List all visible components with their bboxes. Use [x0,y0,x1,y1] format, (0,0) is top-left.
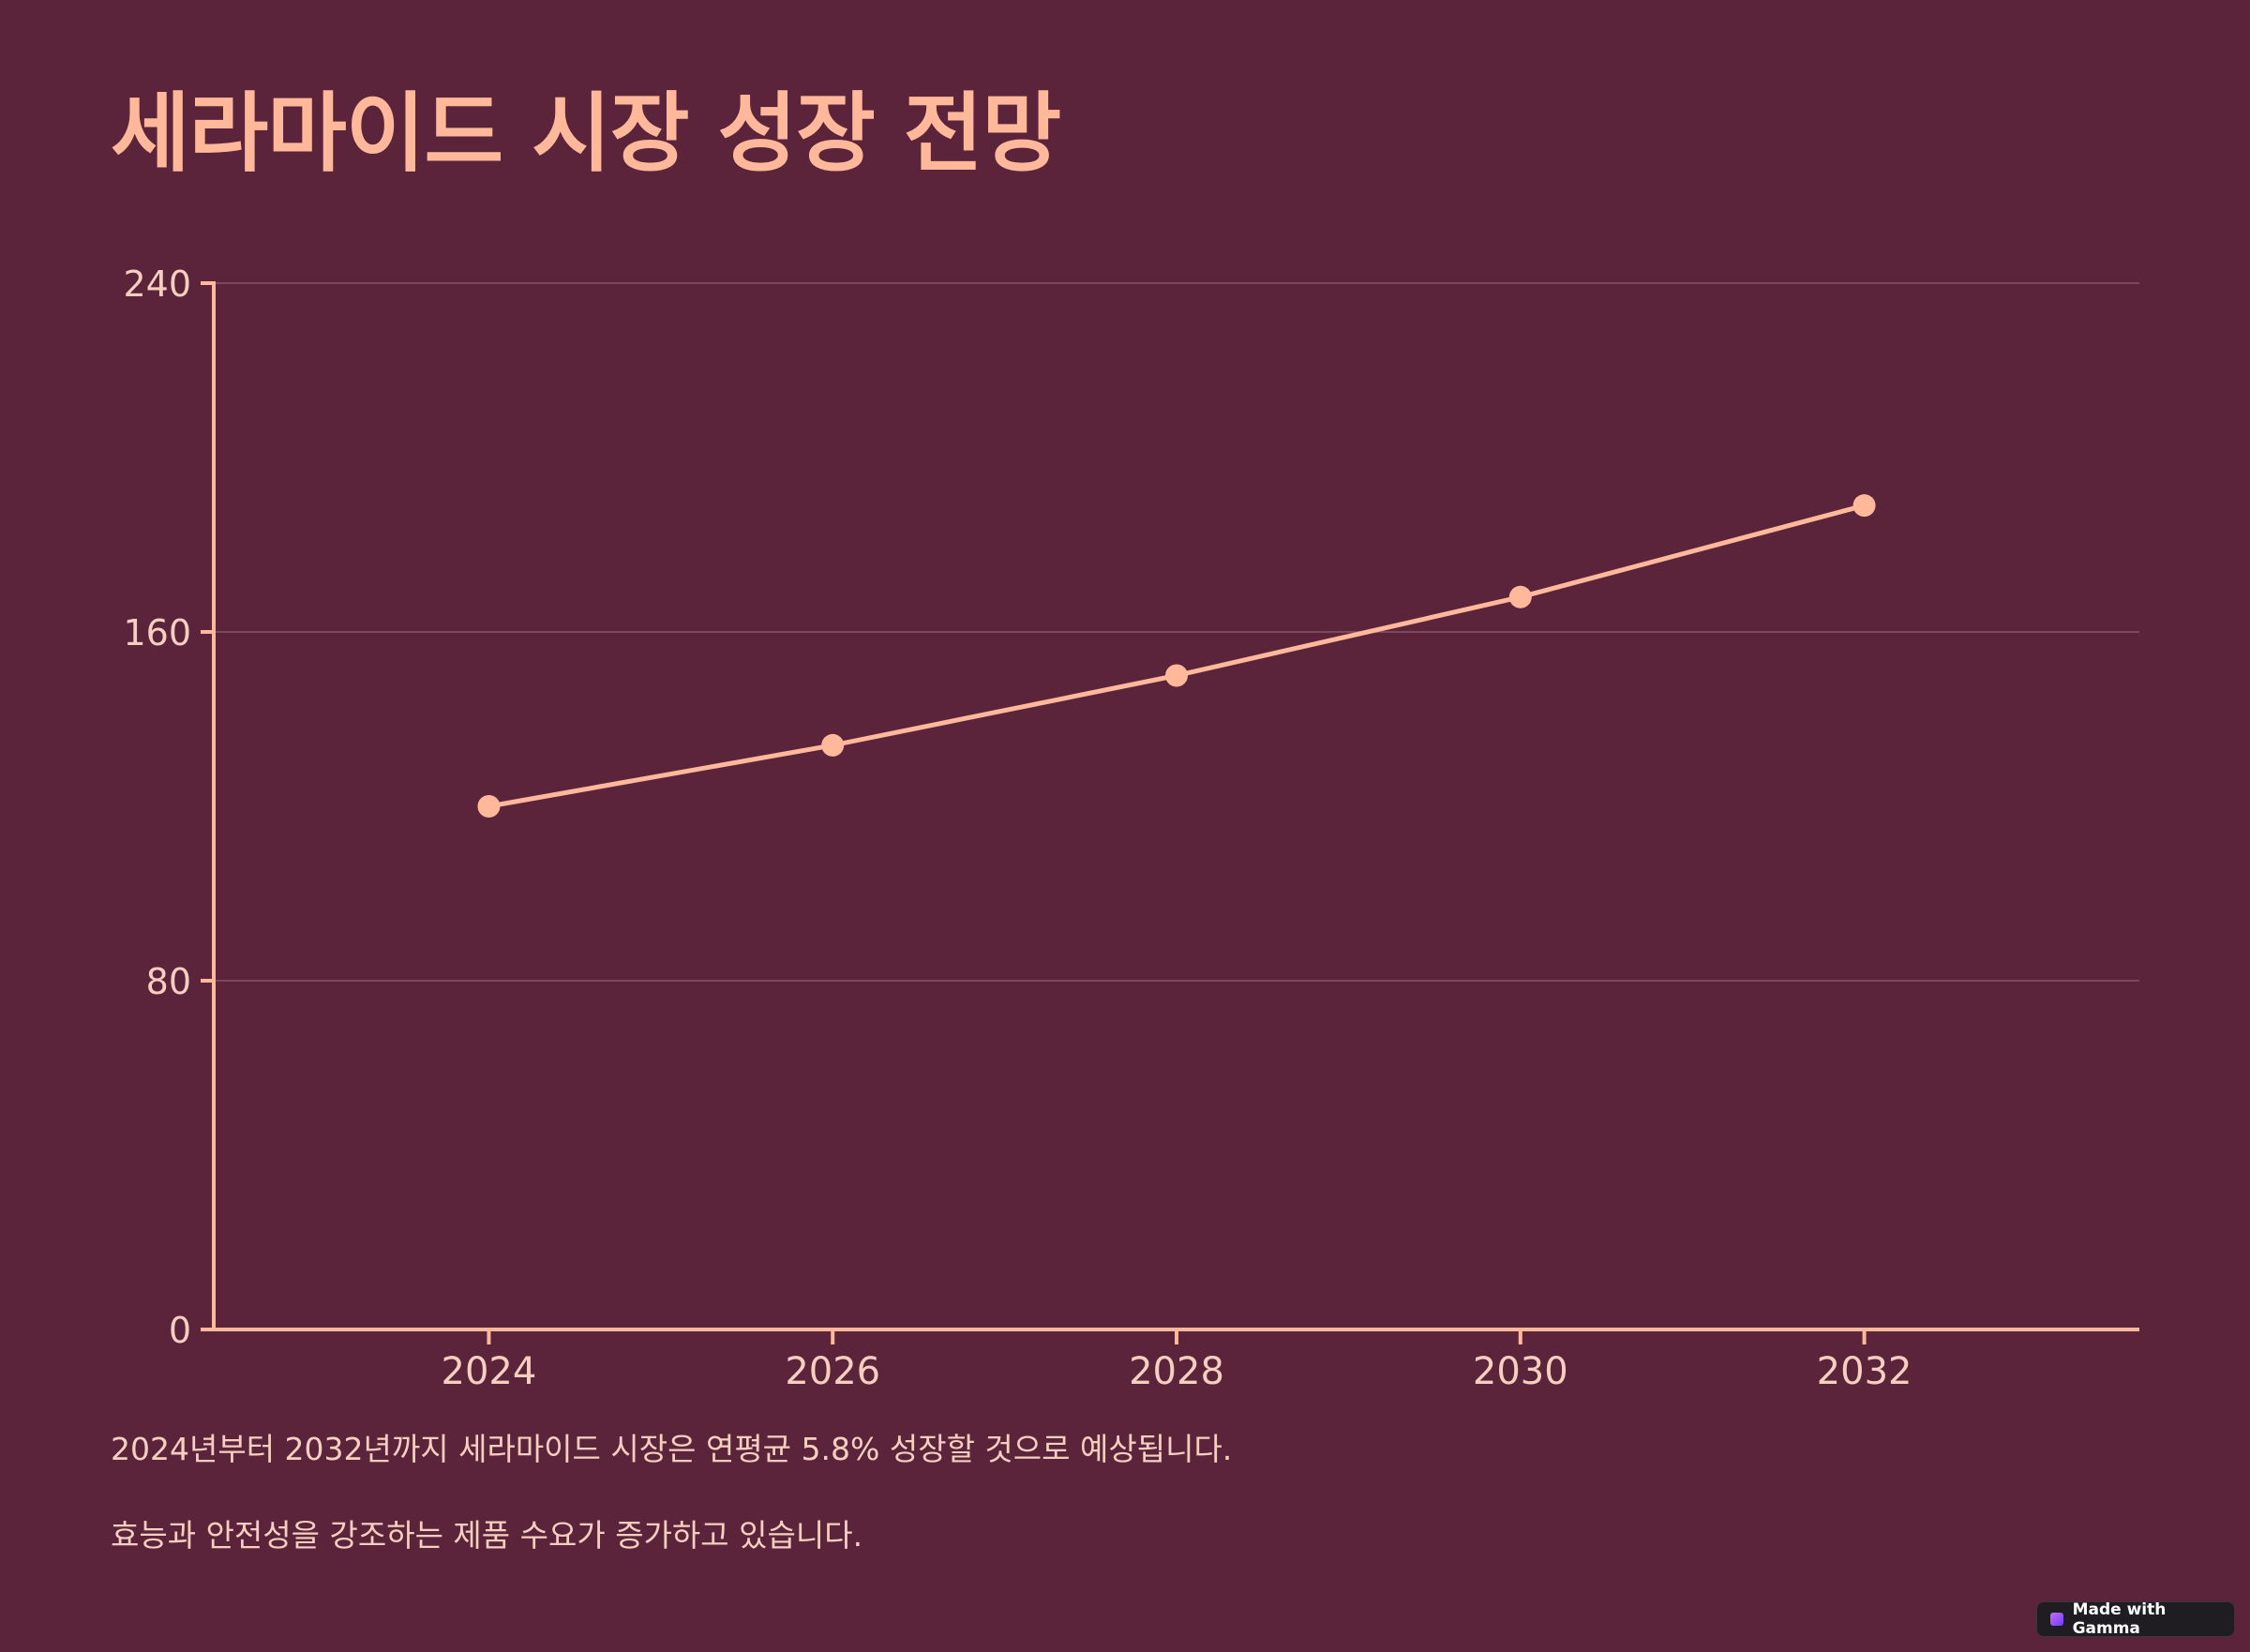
x-tick-label-2030: 2030 [1473,1350,1568,1393]
x-tick-label-2024: 2024 [442,1350,537,1393]
description-line-2: 효능과 안전성을 강조하는 제품 수요가 증가하고 있습니다. [111,1517,863,1554]
data-point-2028 [1165,664,1188,687]
data-point-2030 [1508,585,1532,608]
badge-label: Made with Gamma [2072,1600,2167,1638]
y-tick-label-80: 80 [146,961,191,1002]
y-tick-label-240: 240 [123,263,191,305]
grid-lines [214,282,2139,982]
gamma-logo-icon [2050,1613,2063,1626]
y-tick-label-160: 160 [123,612,191,653]
data-point-2026 [821,733,845,757]
line-chart: 0 80 160 240 2024 2026 2028 2030 2032 [123,263,2139,1393]
x-tick-label-2026: 2026 [785,1350,880,1393]
data-point-2024 [477,795,501,818]
y-tick-label-0: 0 [169,1310,191,1351]
description-line-1: 2024년부터 2032년까지 세라마이드 시장은 연평균 5.8% 성장할 것… [111,1431,1233,1467]
x-tick-label-2032: 2032 [1817,1350,1912,1393]
page-title: 세라마이드 시장 성장 전망 [111,83,1061,184]
chart-axes [201,281,2139,1344]
chart-series [477,494,1876,818]
series-line-0 [488,503,1866,809]
data-point-2032 [1852,494,1876,518]
made-with-gamma-badge[interactable]: Made with Gamma [2036,1600,2235,1638]
x-tick-label-2028: 2028 [1129,1350,1224,1393]
tick-labels: 0 80 160 240 2024 2026 2028 2030 2032 [123,263,1912,1393]
